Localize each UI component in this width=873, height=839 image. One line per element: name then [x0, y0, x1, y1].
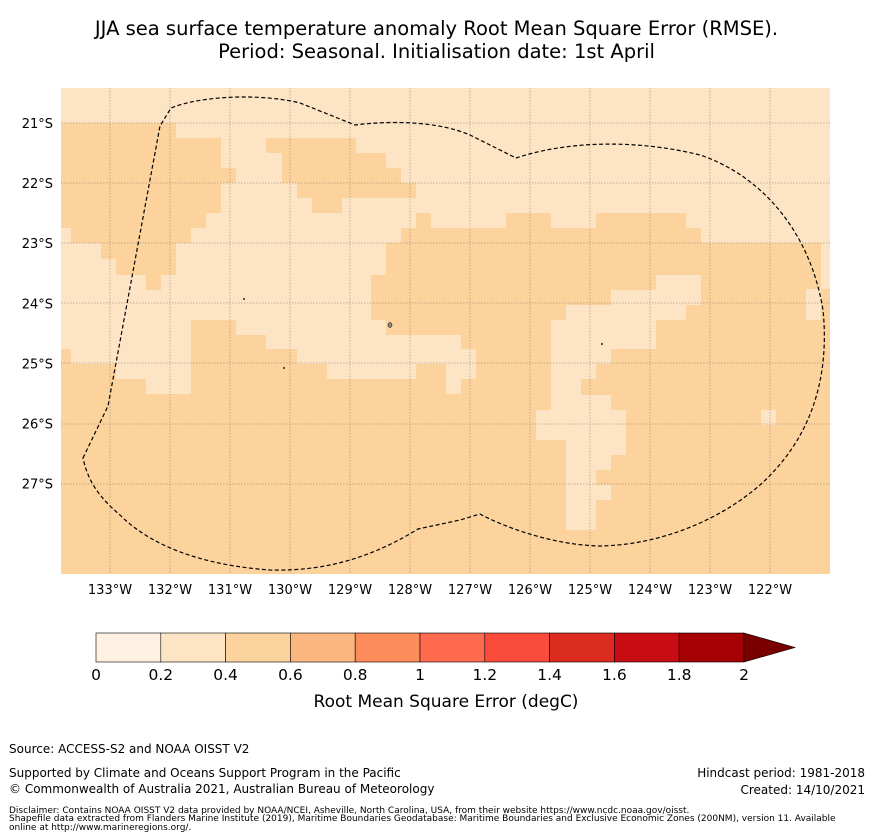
colorbar-bin	[354, 632, 421, 663]
island-marker	[601, 343, 603, 345]
hindcast-period-text: Hindcast period: 1981-2018	[697, 766, 865, 780]
latitude-tick-label: 22°S	[22, 177, 53, 192]
island-marker	[387, 322, 393, 328]
copyright-text: © Commonwealth of Australia 2021, Austra…	[9, 782, 435, 796]
colorbar-bin	[160, 632, 226, 663]
colorbar-bin	[614, 632, 680, 663]
colorbar	[95, 632, 797, 663]
eez-boundary	[82, 96, 825, 571]
longitude-tick-label: 125°W	[568, 583, 612, 598]
colorbar-tick-label: 0.4	[213, 666, 238, 684]
map-title-line2: Period: Seasonal. Initialisation date: 1…	[218, 40, 655, 63]
longitude-tick-label: 129°W	[328, 583, 372, 598]
colorbar-tick-label: 1.4	[537, 666, 562, 684]
colorbar-tick-label: 0.6	[278, 666, 303, 684]
disclaimer-line2: Shapefile data extracted from Flanders M…	[9, 814, 836, 824]
light-patch-far-east	[806, 289, 821, 320]
colorbar-bin	[549, 632, 615, 663]
colorbar-tick-label: 1.8	[666, 666, 692, 684]
colorbar-tick-label: 0.2	[148, 666, 174, 684]
colorbar-bin	[225, 632, 291, 663]
colorbar-extend-arrow	[743, 632, 797, 663]
map-title-line1: JJA sea surface temperature anomaly Root…	[94, 17, 779, 40]
longitude-tick-label: 131°W	[208, 583, 252, 598]
colorbar-title: Root Mean Square Error (degC)	[313, 692, 579, 712]
rmse-lighter-patches	[536, 275, 821, 530]
colorbar-tick-label: 2	[739, 666, 749, 684]
island-marker	[283, 367, 285, 369]
disclaimer-line3: online at http://www.marineregions.org/.	[9, 823, 192, 833]
latitude-tick-labels: 21°S 22°S 23°S 24°S 25°S 26°S 27°S	[22, 117, 53, 493]
rmse-region-northwest	[61, 123, 236, 290]
colorbar-bin	[419, 632, 486, 663]
longitude-tick-label: 124°W	[628, 583, 672, 598]
colorbar-bin	[484, 632, 550, 663]
island-marker	[243, 298, 245, 300]
longitude-tick-labels: 133°W 132°W 131°W 130°W 129°W 128°W 127°W 126°W…	[88, 583, 792, 598]
latitude-tick-label: 26°S	[22, 418, 53, 433]
colorbar-tick-label: 0	[91, 666, 101, 684]
longitude-tick-label: 133°W	[88, 583, 132, 598]
latitude-tick-label: 24°S	[22, 297, 53, 312]
source-text: Source: ACCESS-S2 and NOAA OISST V2	[9, 742, 250, 756]
latitude-tick-label: 25°S	[22, 357, 53, 372]
colorbar-bin	[95, 632, 162, 663]
islands	[243, 298, 603, 369]
longitude-tick-label: 128°W	[388, 583, 432, 598]
latitude-tick-label: 21°S	[22, 117, 53, 132]
colorbar-tick-label: 1	[415, 666, 425, 684]
colorbar-tick-label: 1.2	[472, 666, 498, 684]
longitude-tick-label: 132°W	[148, 583, 192, 598]
longitude-tick-label: 122°W	[748, 583, 792, 598]
map-gridlines	[61, 88, 830, 574]
colorbar-tick-label: 1.6	[602, 666, 627, 684]
light-patch-center-east	[536, 275, 701, 530]
longitude-tick-label: 130°W	[268, 583, 312, 598]
disclaimer-line1: Disclaimer: Contains NOAA OISST V2 data …	[9, 806, 690, 816]
colorbar-tick-label: 0.8	[342, 666, 368, 684]
colorbar-bin	[678, 632, 745, 663]
rmse-region-north	[266, 138, 416, 213]
longitude-tick-label: 123°W	[688, 583, 732, 598]
latitude-tick-label: 23°S	[22, 237, 53, 252]
longitude-tick-label: 127°W	[448, 583, 492, 598]
light-patch-south-east	[761, 410, 776, 425]
supported-text: Supported by Climate and Oceans Support …	[9, 766, 401, 780]
created-date-text: Created: 14/10/2021	[740, 783, 865, 797]
map-panel: 21°S22°S23°S24°S25°S26°S27°S 133°W 132°W 1…	[22, 88, 830, 598]
colorbar-bin	[290, 632, 356, 663]
longitude-tick-label: 126°W	[508, 583, 552, 598]
latitude-tick-label: 27°S	[22, 478, 53, 493]
